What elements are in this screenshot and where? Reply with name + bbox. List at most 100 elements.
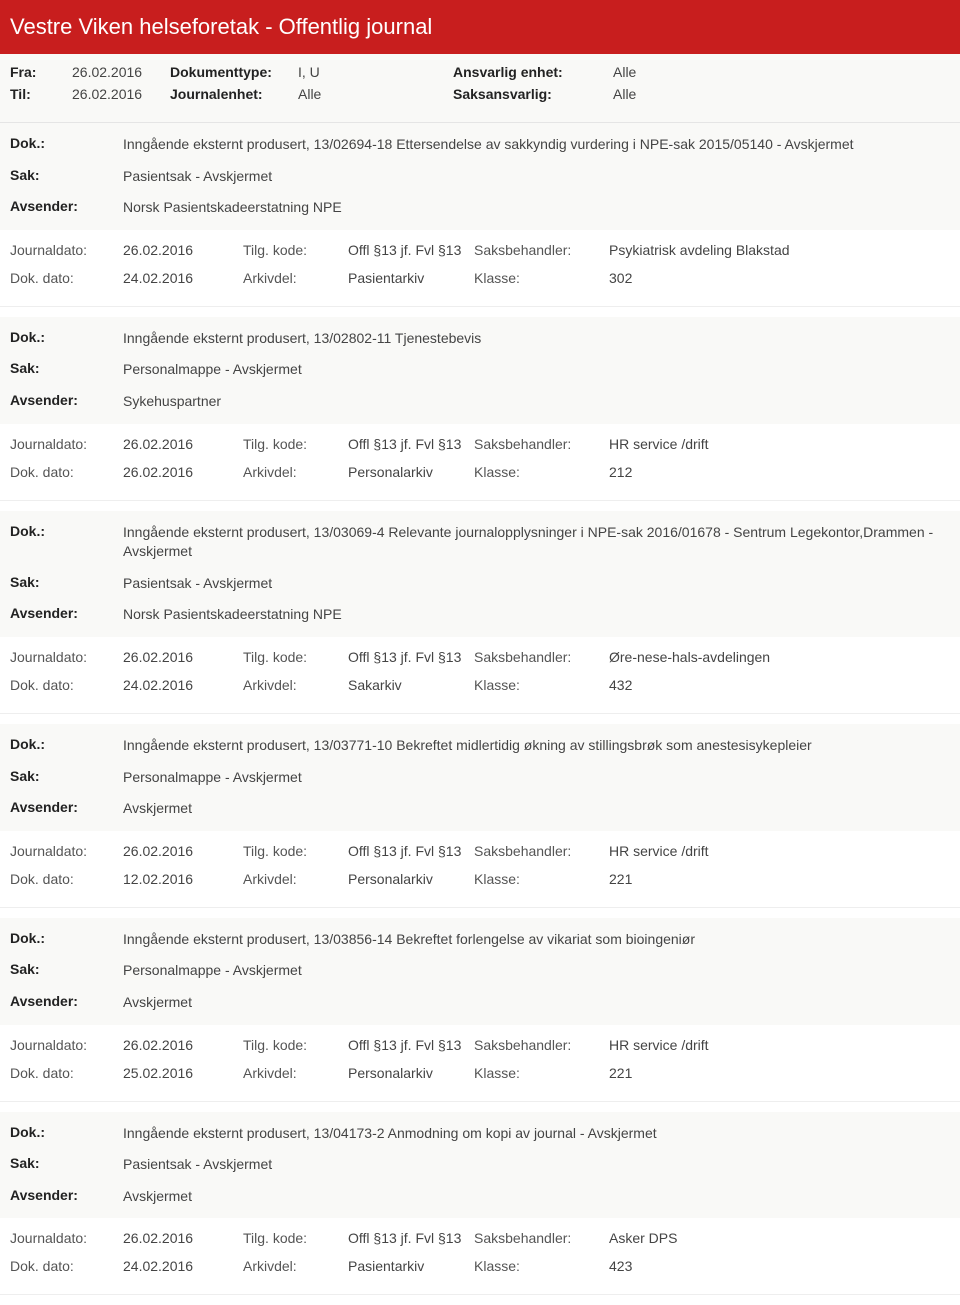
saksbehandler-label: Saksbehandler: [474,436,609,452]
dok-text: Inngående eksternt produsert, 13/02802-1… [123,329,950,349]
dokdato-label: Dok. dato: [10,1258,123,1274]
dok-label: Dok.: [10,135,123,151]
journal-entry: Dok.: Inngående eksternt produsert, 13/0… [0,1112,960,1296]
sak-label: Sak: [10,360,123,376]
dokdato-label: Dok. dato: [10,677,123,693]
tilgkode-value: Offl §13 jf. Fvl §13 [348,649,474,665]
entry-summary: Dok.: Inngående eksternt produsert, 13/0… [0,317,960,424]
sak-text: Pasientsak - Avskjermet [123,574,950,594]
entry-summary: Dok.: Inngående eksternt produsert, 13/0… [0,724,960,831]
sak-label: Sak: [10,961,123,977]
klasse-value: 423 [609,1258,950,1274]
klasse-label: Klasse: [474,871,609,887]
avsender-label: Avsender: [10,198,123,214]
saksbehandler-value: HR service /drift [609,843,950,859]
saksbehandler-label: Saksbehandler: [474,649,609,665]
journal-entry: Dok.: Inngående eksternt produsert, 13/0… [0,724,960,908]
arkivdel-label: Arkivdel: [243,1065,348,1081]
sak-text: Personalmappe - Avskjermet [123,360,950,380]
dok-text: Inngående eksternt produsert, 13/03856-1… [123,930,950,950]
sak-text: Personalmappe - Avskjermet [123,961,950,981]
klasse-label: Klasse: [474,270,609,286]
dokdato-value: 24.02.2016 [123,677,243,693]
journaldato-label: Journaldato: [10,242,123,258]
meta-row-2: Dok. dato: 24.02.2016 Arkivdel: Pasienta… [10,1258,950,1274]
klasse-value: 221 [609,1065,950,1081]
dokdato-value: 12.02.2016 [123,871,243,887]
entry-sak-row: Sak: Pasientsak - Avskjermet [10,574,950,594]
filter-bar: Fra: 26.02.2016 Dokumenttype: I, U Ansva… [0,54,960,123]
saksansvarlig-value: Alle [613,86,636,102]
saksbehandler-value: HR service /drift [609,1037,950,1053]
meta-row-1: Journaldato: 26.02.2016 Tilg. kode: Offl… [10,436,950,452]
avsender-text: Avskjermet [123,799,950,819]
journal-entry: Dok.: Inngående eksternt produsert, 13/0… [0,511,960,714]
avsender-text: Sykehuspartner [123,392,950,412]
klasse-label: Klasse: [474,1065,609,1081]
meta-row-1: Journaldato: 26.02.2016 Tilg. kode: Offl… [10,1037,950,1053]
saksansvarlig-label: Saksansvarlig: [453,86,613,102]
klasse-value: 302 [609,270,950,286]
tilgkode-value: Offl §13 jf. Fvl §13 [348,1037,474,1053]
entry-avsender-row: Avsender: Avskjermet [10,1187,950,1207]
til-value: 26.02.2016 [72,86,170,102]
entry-summary: Dok.: Inngående eksternt produsert, 13/0… [0,918,960,1025]
dokdato-value: 24.02.2016 [123,270,243,286]
saksbehandler-value: HR service /drift [609,436,950,452]
dokdato-label: Dok. dato: [10,464,123,480]
dokdato-label: Dok. dato: [10,871,123,887]
doktype-value: I, U [298,64,453,80]
arkivdel-label: Arkivdel: [243,871,348,887]
klasse-label: Klasse: [474,464,609,480]
page-header: Vestre Viken helseforetak - Offentlig jo… [0,0,960,54]
klasse-label: Klasse: [474,677,609,693]
entry-dok-row: Dok.: Inngående eksternt produsert, 13/0… [10,523,950,562]
tilgkode-label: Tilg. kode: [243,1230,348,1246]
arkivdel-label: Arkivdel: [243,270,348,286]
sak-label: Sak: [10,574,123,590]
journaldato-label: Journaldato: [10,1230,123,1246]
entry-sak-row: Sak: Personalmappe - Avskjermet [10,768,950,788]
dokdato-value: 26.02.2016 [123,464,243,480]
meta-row-2: Dok. dato: 24.02.2016 Arkivdel: Sakarkiv… [10,677,950,693]
sak-text: Pasientsak - Avskjermet [123,1155,950,1175]
doktype-label: Dokumenttype: [170,64,298,80]
journaldato-label: Journaldato: [10,649,123,665]
dok-label: Dok.: [10,1124,123,1140]
sak-label: Sak: [10,167,123,183]
entry-meta: Journaldato: 26.02.2016 Tilg. kode: Offl… [0,637,960,713]
filter-row-1: Fra: 26.02.2016 Dokumenttype: I, U Ansva… [10,64,950,80]
tilgkode-label: Tilg. kode: [243,242,348,258]
avsender-label: Avsender: [10,392,123,408]
fra-label: Fra: [10,64,72,80]
meta-row-2: Dok. dato: 12.02.2016 Arkivdel: Personal… [10,871,950,887]
entry-meta: Journaldato: 26.02.2016 Tilg. kode: Offl… [0,831,960,907]
sak-text: Pasientsak - Avskjermet [123,167,950,187]
avsender-text: Norsk Pasientskadeerstatning NPE [123,198,950,218]
entry-dok-row: Dok.: Inngående eksternt produsert, 13/0… [10,930,950,950]
journaldato-value: 26.02.2016 [123,1230,243,1246]
dok-label: Dok.: [10,930,123,946]
arkivdel-label: Arkivdel: [243,1258,348,1274]
entry-avsender-row: Avsender: Norsk Pasientskadeerstatning N… [10,605,950,625]
meta-row-1: Journaldato: 26.02.2016 Tilg. kode: Offl… [10,649,950,665]
entry-dok-row: Dok.: Inngående eksternt produsert, 13/0… [10,135,950,155]
journal-entry: Dok.: Inngående eksternt produsert, 13/0… [0,317,960,501]
journaldato-value: 26.02.2016 [123,843,243,859]
avsender-label: Avsender: [10,605,123,621]
journalenhet-label: Journalenhet: [170,86,298,102]
journalenhet-value: Alle [298,86,453,102]
entry-meta: Journaldato: 26.02.2016 Tilg. kode: Offl… [0,1218,960,1294]
entry-dok-row: Dok.: Inngående eksternt produsert, 13/0… [10,736,950,756]
tilgkode-label: Tilg. kode: [243,436,348,452]
dok-label: Dok.: [10,736,123,752]
tilgkode-value: Offl §13 jf. Fvl §13 [348,436,474,452]
page-title: Vestre Viken helseforetak - Offentlig jo… [10,14,950,40]
journaldato-label: Journaldato: [10,436,123,452]
entry-meta: Journaldato: 26.02.2016 Tilg. kode: Offl… [0,424,960,500]
avsender-label: Avsender: [10,993,123,1009]
arkivdel-value: Sakarkiv [348,677,474,693]
entry-meta: Journaldato: 26.02.2016 Tilg. kode: Offl… [0,230,960,306]
saksbehandler-value: Psykiatrisk avdeling Blakstad [609,242,950,258]
ansvarlig-value: Alle [613,64,636,80]
